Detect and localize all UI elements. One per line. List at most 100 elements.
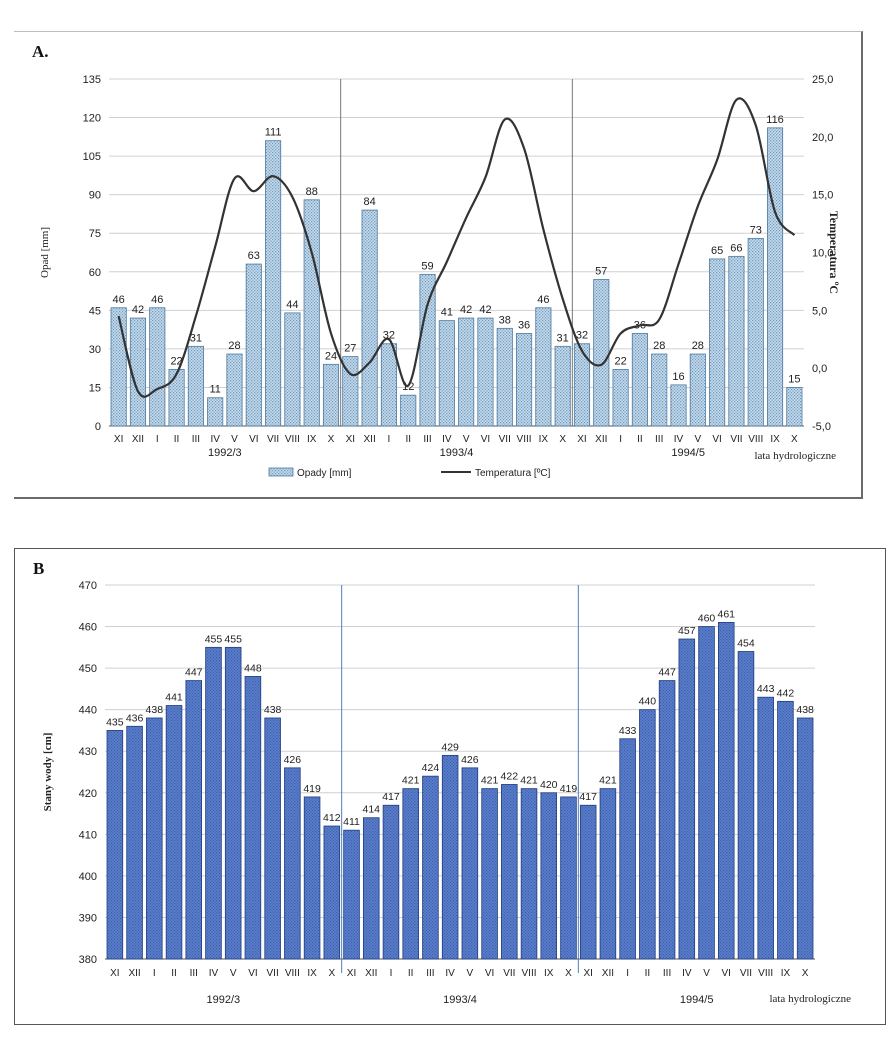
x-tick-label: VIII <box>748 434 763 445</box>
bar-value-label: 420 <box>540 779 558 791</box>
y-tick-label: 0 <box>95 421 101 433</box>
y-tick-label: 135 <box>83 74 101 86</box>
x-tick-label: II <box>645 968 651 979</box>
bar-value-label: 414 <box>362 804 380 816</box>
water-level-bar <box>165 705 183 960</box>
water-level-bar <box>579 804 597 960</box>
bar-value-label: 42 <box>460 304 472 316</box>
panel-a-label: A. <box>32 42 49 61</box>
precipitation-bar <box>284 312 301 427</box>
precipitation-bar <box>110 307 127 427</box>
x-tick-label: IV <box>209 968 219 979</box>
year-group-label: 1992/3 <box>207 994 241 1006</box>
precipitation-bar <box>612 369 629 427</box>
bar-value-label: 421 <box>481 775 499 787</box>
precipitation-bar <box>380 343 397 427</box>
x-tick-label: VII <box>499 434 511 445</box>
x-tick-label: IX <box>307 968 317 979</box>
y-tick-label: 460 <box>79 622 97 634</box>
y-axis-title: Opad [mm] <box>39 227 51 278</box>
precipitation-bar <box>419 273 436 427</box>
bar-value-label: 412 <box>323 812 341 824</box>
y2-tick-label: 0,0 <box>812 363 827 375</box>
precipitation-bar <box>689 353 706 427</box>
precipitation-bar <box>438 320 455 427</box>
water-level-bar <box>481 788 498 960</box>
water-level-bar <box>619 738 636 960</box>
water-level-bar <box>205 646 222 960</box>
water-level-bar <box>501 784 518 960</box>
y2-tick-label: 15,0 <box>812 190 833 202</box>
x-tick-label: I <box>619 434 622 445</box>
bar-value-label: 421 <box>520 775 538 787</box>
x-tick-label: IX <box>307 434 317 445</box>
bar-value-label: 73 <box>750 224 762 236</box>
x-tick-label: VIII <box>522 968 537 979</box>
bar-value-label: 438 <box>264 704 282 716</box>
y-tick-label: 420 <box>79 788 97 800</box>
bar-value-label: 42 <box>479 304 491 316</box>
temperature-line <box>117 97 796 398</box>
precipitation-bar <box>226 353 243 427</box>
bar-value-label: 88 <box>306 186 318 198</box>
precipitation-bar <box>342 356 359 427</box>
axis-note: lata hydrologiczne <box>769 993 851 1005</box>
x-tick-label: XI <box>346 434 355 445</box>
water-level-bar <box>777 700 794 960</box>
precipitation-bar <box>535 307 552 427</box>
precipitation-bar <box>516 333 533 427</box>
x-tick-label: X <box>328 434 335 445</box>
precipitation-bar <box>361 209 378 427</box>
x-tick-label: X <box>802 968 809 979</box>
bar-value-label: 65 <box>711 245 723 257</box>
legend-line-label: Temperatura [ºC] <box>475 468 551 479</box>
precipitation-bar <box>573 343 591 427</box>
bar-value-label: 457 <box>678 625 696 637</box>
precipitation-bar <box>149 307 166 427</box>
bar-value-label: 11 <box>209 384 220 396</box>
precipitation-bar <box>593 279 610 427</box>
x-tick-label: X <box>791 434 798 445</box>
bar-value-label: 32 <box>576 330 588 342</box>
bar-value-label: 111 <box>265 127 282 139</box>
precipitation-bar <box>496 327 513 427</box>
y-tick-label: 470 <box>79 580 97 592</box>
y-tick-label: 30 <box>89 344 101 356</box>
x-tick-label: V <box>463 434 470 445</box>
precipitation-bar <box>651 353 668 427</box>
x-tick-label: XI <box>110 968 119 979</box>
precipitation-bar <box>400 394 417 427</box>
x-tick-label: II <box>408 968 414 979</box>
precipitation-bar <box>709 258 726 427</box>
y2-tick-label: 10,0 <box>812 248 833 260</box>
water-level-bar <box>737 651 755 960</box>
x-tick-label: V <box>231 434 238 445</box>
x-tick-label: VII <box>267 434 279 445</box>
water-level-bar <box>678 638 696 960</box>
bar-value-label: 426 <box>461 754 479 766</box>
precipitation-bar <box>322 363 340 427</box>
water-level-bar <box>560 796 577 960</box>
y-tick-label: 90 <box>89 190 101 202</box>
x-tick-label: V <box>703 968 710 979</box>
y-tick-label: 105 <box>83 151 101 163</box>
bar-value-label: 66 <box>730 242 742 254</box>
bar-value-label: 426 <box>284 754 302 766</box>
bar-value-label: 59 <box>421 260 433 272</box>
year-group-label: 1994/5 <box>671 447 705 459</box>
water-level-bar <box>520 788 538 960</box>
x-tick-label: III <box>192 434 200 445</box>
bar-value-label: 36 <box>518 319 530 331</box>
panel-b-label: B <box>33 559 45 578</box>
x-tick-label: I <box>390 968 393 979</box>
bar-value-label: 447 <box>658 667 676 679</box>
chart-panel-b: B 380 390 400 410 420 430 440 450 460 470 435 436 43… <box>14 548 886 1025</box>
x-tick-label: VI <box>485 968 494 979</box>
x-tick-label: VII <box>730 434 742 445</box>
x-tick-label: VII <box>267 968 279 979</box>
x-tick-label: I <box>153 968 156 979</box>
y-tick-label: 390 <box>79 912 97 924</box>
bar-value-label: 455 <box>224 633 242 645</box>
bar-value-label: 454 <box>737 637 755 649</box>
x-tick-label: VIII <box>285 434 300 445</box>
